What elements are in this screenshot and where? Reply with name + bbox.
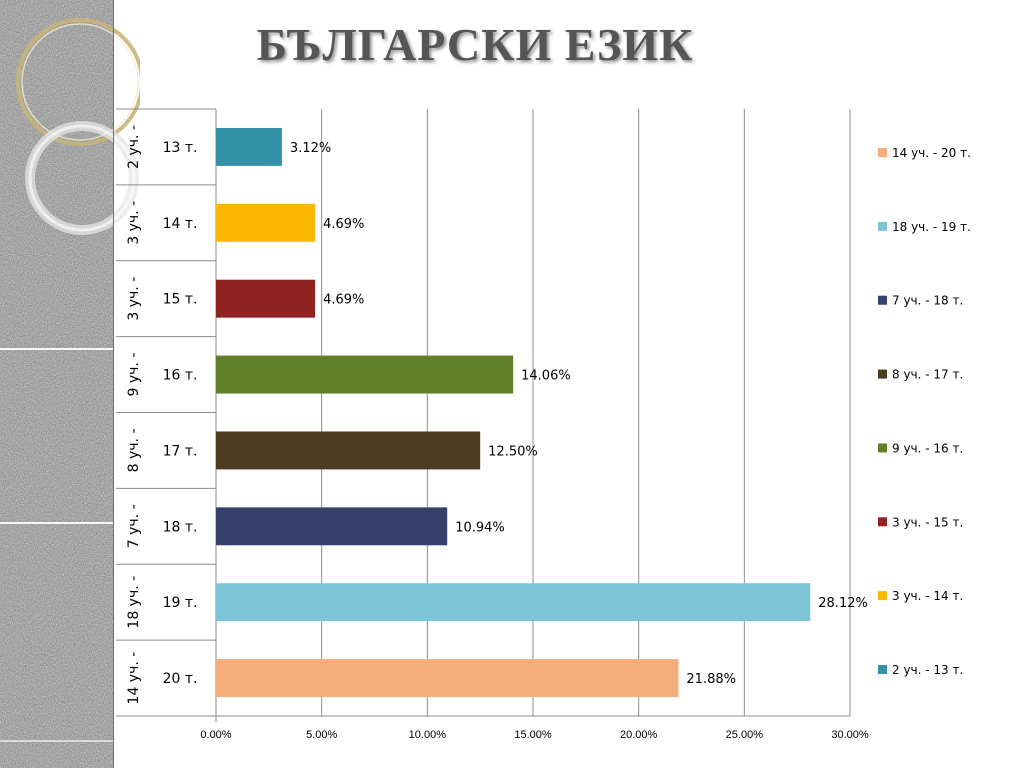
bar-data-label: 4.69% <box>323 293 364 308</box>
legend-entry: 9 уч. - 16 т. <box>892 441 963 455</box>
x-tick-label: 10.00% <box>409 729 447 741</box>
legend-swatch <box>878 591 887 601</box>
category-label-inner: 19 т. <box>163 595 198 611</box>
category-label-outer: 8 уч. - <box>126 429 142 473</box>
x-tick-label: 0.00% <box>200 729 231 741</box>
bar <box>216 431 481 470</box>
bar <box>216 507 448 546</box>
slide-title: БЪЛГАРСКИ ЕЗИК <box>256 19 694 70</box>
bar-data-label: 4.69% <box>323 217 364 232</box>
legend-entry: 2 уч. - 13 т. <box>892 663 963 677</box>
bar-data-label: 28.12% <box>818 596 868 611</box>
category-label-inner: 14 т. <box>163 216 198 232</box>
legend-entry: 3 уч. - 14 т. <box>892 589 963 603</box>
x-tick-label: 15.00% <box>514 729 552 741</box>
legend-entry: 18 уч. - 19 т. <box>892 220 971 234</box>
legend-entry: 3 уч. - 15 т. <box>892 515 963 529</box>
bar <box>216 203 316 242</box>
category-label-inner: 13 т. <box>163 140 198 156</box>
legend-entry: 7 уч. - 18 т. <box>892 294 963 308</box>
x-tick-label: 5.00% <box>306 729 337 741</box>
x-tick-label: 30.00% <box>831 729 869 741</box>
bar <box>216 583 811 622</box>
category-label-outer: 7 уч. - <box>126 504 142 548</box>
category-label-outer: 9 уч. - <box>126 353 142 397</box>
category-label-outer: 3 уч. - <box>126 201 142 245</box>
legend-swatch <box>878 443 887 453</box>
bar-data-label: 12.50% <box>488 444 538 459</box>
legend-swatch <box>878 221 887 231</box>
category-label-outer: 3 уч. - <box>126 277 142 321</box>
category-label-inner: 16 т. <box>163 368 198 384</box>
category-label-inner: 15 т. <box>163 292 198 308</box>
bar-data-label: 21.88% <box>686 672 736 687</box>
category-label-inner: 18 т. <box>163 519 198 535</box>
decorative-rings <box>16 18 140 235</box>
bar-data-label: 14.06% <box>521 369 571 384</box>
bar <box>216 355 514 394</box>
category-label-outer: 14 уч. - <box>126 652 142 705</box>
legend-swatch <box>878 665 887 674</box>
category-label-outer: 2 уч. - <box>126 125 142 169</box>
legend-swatch <box>878 148 887 157</box>
legend-entry: 14 уч. - 20 т. <box>892 146 971 160</box>
legend-entry: 8 уч. - 17 т. <box>892 368 963 382</box>
x-tick-label: 25.00% <box>726 729 764 741</box>
bar-data-label: 10.94% <box>455 520 505 535</box>
x-tick-label: 20.00% <box>620 729 658 741</box>
legend-swatch <box>878 517 887 527</box>
category-label-inner: 20 т. <box>163 671 198 687</box>
legend-swatch <box>878 369 887 379</box>
legend-swatch <box>878 295 887 305</box>
category-label-inner: 17 т. <box>163 443 198 459</box>
bar <box>216 659 679 698</box>
bar <box>216 279 316 318</box>
category-label-outer: 18 уч. - <box>126 576 142 629</box>
frame-divider <box>113 0 114 768</box>
bar <box>216 127 282 166</box>
bar-data-label: 3.12% <box>290 141 331 156</box>
